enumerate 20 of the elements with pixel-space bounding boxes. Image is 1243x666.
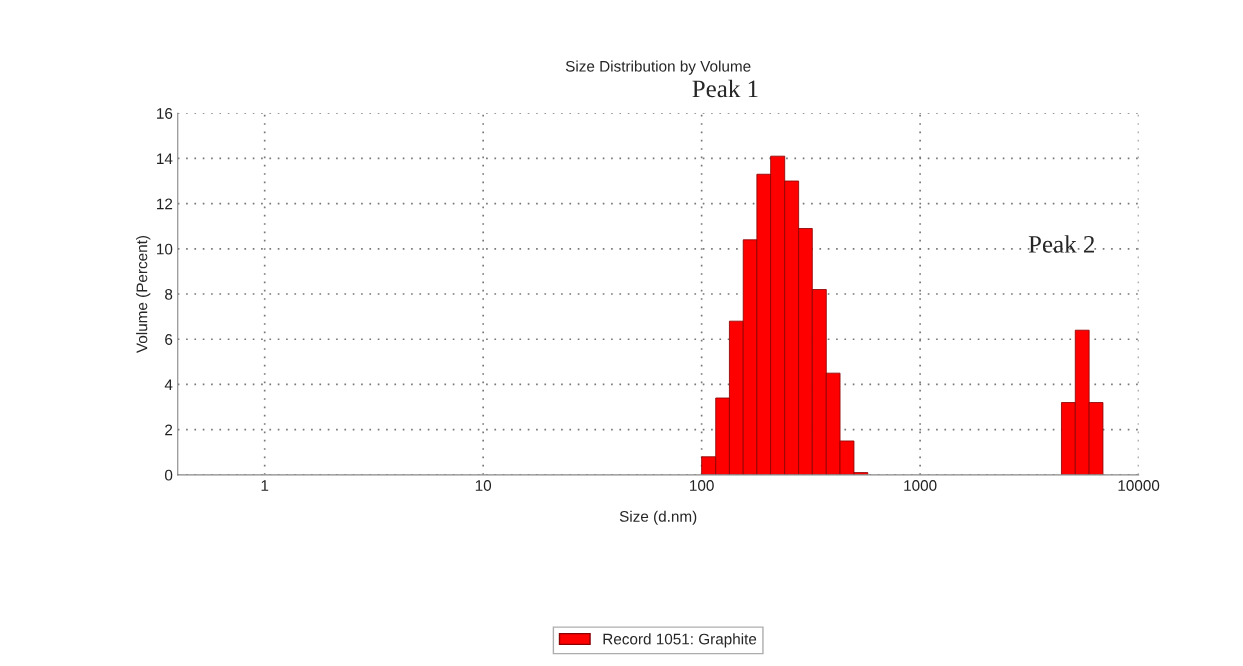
x-tick-label: 1 <box>261 480 269 491</box>
y-axis-title: Volume (Percent) <box>136 235 151 353</box>
x-axis-title: Size (d.nm) <box>619 510 697 525</box>
x-tick-label: 100 <box>690 480 714 491</box>
x-tick-label: 10000 <box>1118 480 1160 491</box>
y-tick-label: 16 <box>157 108 173 119</box>
y-tick-label: 2 <box>165 424 173 436</box>
text: Peak 1 <box>692 79 758 98</box>
x-tick-label: 10 <box>475 480 492 491</box>
y-tick-label: 12 <box>157 198 173 210</box>
x-tick-label: 1000 <box>904 480 937 491</box>
y-tick-label: 0 <box>164 469 173 481</box>
y-tick-label: 4 <box>164 379 173 390</box>
legend-label: Record 1051: Graphite <box>603 633 757 648</box>
y-tick-label: 14 <box>157 153 173 164</box>
y-tick-label: 8 <box>165 288 173 300</box>
chart-title: Size Distribution by Volume <box>565 60 751 75</box>
y-tick-label: 10 <box>157 243 173 255</box>
y-tick-label: 6 <box>165 334 173 345</box>
annotation: Peak 2 <box>1028 235 1095 253</box>
